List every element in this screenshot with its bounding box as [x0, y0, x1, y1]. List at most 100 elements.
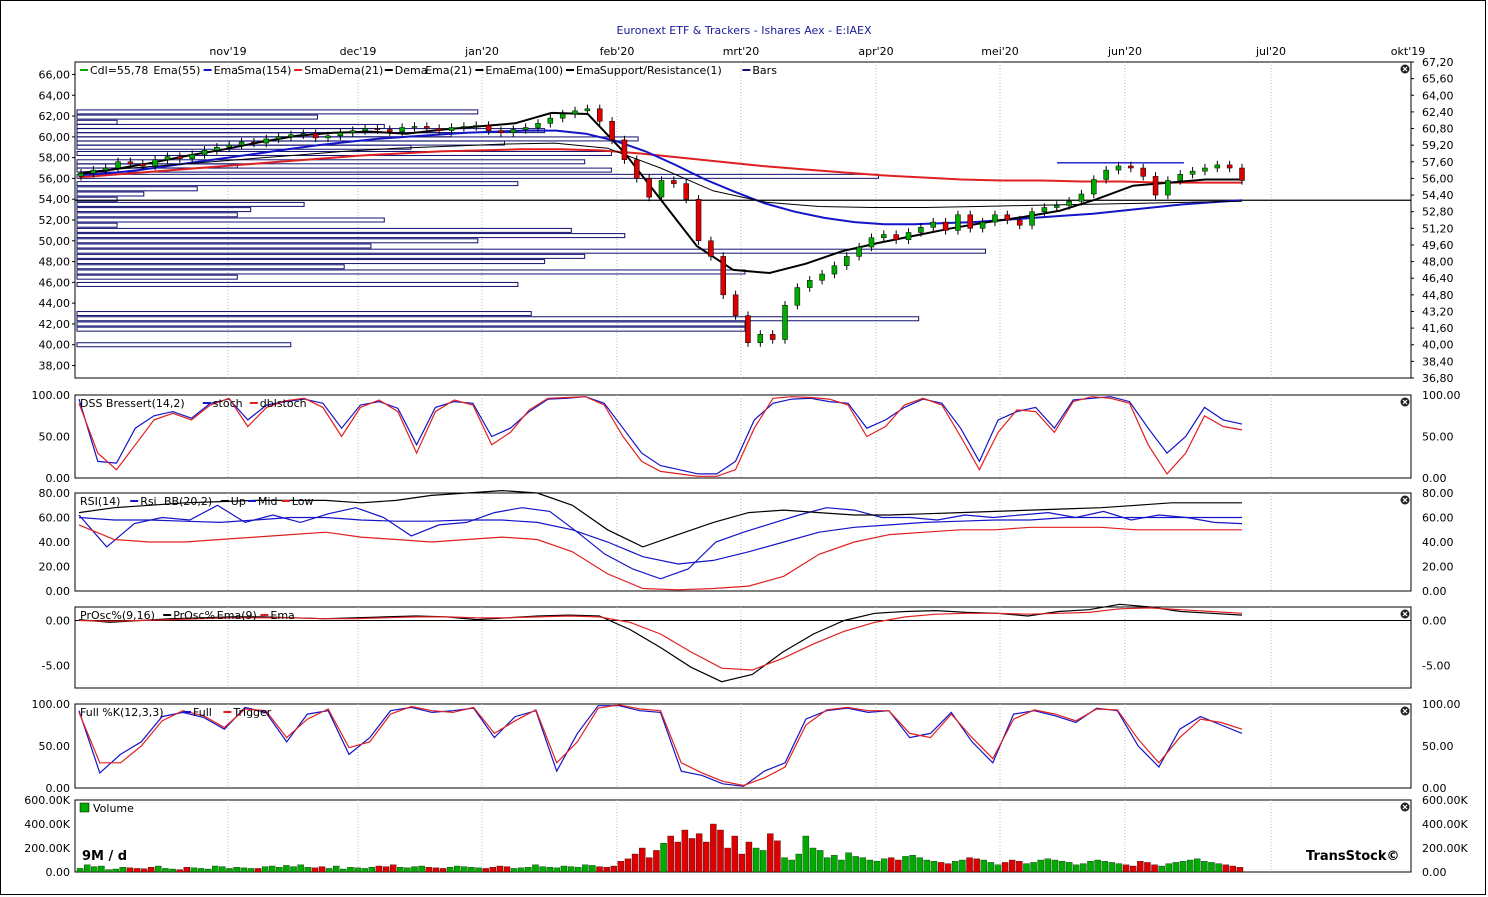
ema-100-line — [78, 142, 1243, 208]
volume-bar — [745, 841, 753, 873]
volume-bar — [397, 867, 404, 873]
candle — [1214, 164, 1221, 169]
panel-fullk — [74, 703, 1412, 789]
legend-entry: Mid — [258, 495, 278, 508]
volume-bar — [1009, 859, 1016, 873]
candle — [127, 161, 134, 165]
y-tick-label-right: 50.00 — [1422, 740, 1454, 753]
y-tick-label-left: 40.00 — [39, 536, 71, 549]
panel-dss — [74, 394, 1412, 479]
rsi-rsi-line — [78, 504, 1243, 580]
volume-bar — [987, 862, 995, 873]
sr-level-bar — [76, 269, 746, 275]
candle — [1140, 167, 1146, 177]
legend-entry: Rsi — [140, 495, 156, 508]
legend-entry: Sma(154) — [237, 64, 291, 77]
volume-bar — [952, 861, 959, 873]
y-tick-label-right: 48,00 — [1422, 256, 1454, 269]
legend-entry: BB(20,2) — [164, 495, 212, 508]
y-tick-label-right: 100.00 — [1422, 389, 1461, 402]
volume-bar — [389, 864, 397, 873]
candle — [152, 159, 158, 167]
volume-bar — [574, 867, 582, 873]
sr-level-bar — [76, 191, 145, 197]
candle — [201, 150, 208, 155]
chart-title: Euronext ETF & Trackers - Ishares Aex - … — [616, 24, 872, 37]
y-tick-label-right: 36,80 — [1422, 372, 1454, 385]
volume-bar — [724, 847, 731, 873]
candle — [720, 256, 727, 296]
sr-level-bar — [76, 248, 986, 254]
y-tick-label-left: 44,00 — [39, 297, 71, 310]
sr-level-bar — [76, 238, 479, 244]
candle — [1091, 179, 1097, 195]
legend-entry: Ema — [270, 609, 294, 622]
candle — [1016, 219, 1023, 226]
candle — [164, 156, 171, 160]
volume-bar — [582, 864, 589, 873]
candle — [559, 113, 566, 119]
y-tick-label-right: 0.00 — [1422, 615, 1447, 628]
candle — [251, 141, 257, 144]
volume-bar — [624, 858, 632, 873]
y-tick-label-right: -5.00 — [1422, 660, 1450, 673]
volume-bar — [247, 868, 255, 873]
candle — [102, 167, 109, 171]
prosc-ema-line — [78, 607, 1243, 671]
volume-bar — [148, 867, 155, 873]
candle — [1029, 211, 1035, 226]
sr-level-bar — [76, 173, 880, 179]
y-tick-label-left: 0.00 — [46, 472, 71, 485]
volume-bar — [781, 857, 788, 873]
y-tick-label-left: 42,00 — [39, 318, 71, 331]
candle — [1165, 180, 1171, 196]
candle — [1004, 214, 1011, 221]
volume-bar — [831, 855, 838, 873]
brand-watermark: TransStock© — [1306, 849, 1400, 864]
y-tick-label-left: 100.00 — [32, 389, 71, 402]
candle — [263, 138, 270, 144]
candle — [325, 135, 331, 139]
volume-bar — [1172, 862, 1180, 873]
volume-bar — [809, 847, 817, 873]
volume-bar — [909, 855, 916, 873]
volume-bar — [311, 867, 319, 873]
volume-bar — [290, 866, 297, 873]
rsi-low-line — [78, 524, 1242, 591]
volume-bar — [688, 838, 696, 873]
legend-entry: Ema — [214, 64, 238, 77]
y-tick-label-left: 54,00 — [39, 193, 71, 206]
volume-bar — [759, 850, 767, 873]
volume-bar — [1023, 863, 1030, 873]
volume-bar — [553, 867, 561, 873]
y-tick-label-left: 46,00 — [39, 276, 71, 289]
volume-bar — [1101, 861, 1108, 873]
volume-bar — [930, 861, 938, 873]
candle — [177, 156, 183, 159]
volume-bar — [333, 865, 340, 873]
month-label: dec'19 — [340, 45, 377, 58]
volume-bar — [816, 850, 824, 873]
close-icon-glyph — [1402, 497, 1408, 503]
candle — [609, 121, 615, 141]
volume-bar — [1222, 864, 1229, 873]
sr-level-bar — [76, 326, 746, 332]
volume-bar — [944, 863, 952, 873]
y-tick-label-left: 0.00 — [46, 866, 71, 879]
volume-bar — [1229, 865, 1237, 873]
sr-level-bar — [76, 159, 586, 165]
sr-level-bar — [76, 259, 546, 265]
volume-bar — [695, 833, 703, 873]
sr-level-bar — [76, 207, 252, 213]
sr-level-bar — [76, 222, 118, 228]
panel-rsi — [74, 492, 1412, 592]
volume-bar — [404, 867, 411, 873]
volume-bar — [824, 857, 831, 873]
sr-level-bar — [76, 311, 532, 317]
candle — [510, 129, 517, 133]
y-tick-label-right: 67,20 — [1422, 56, 1454, 69]
y-tick-label-left: 62,00 — [39, 110, 71, 123]
month-label: jan'20 — [464, 45, 499, 58]
candle — [745, 315, 751, 343]
sr-level-bar — [76, 181, 519, 187]
